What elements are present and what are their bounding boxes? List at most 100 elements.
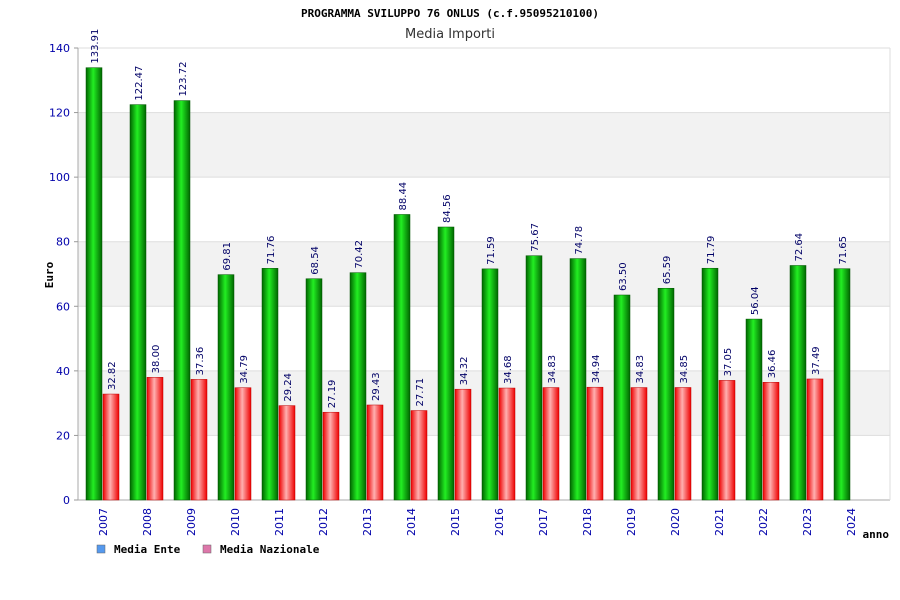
data-label: 63.50 <box>618 262 629 291</box>
data-label: 27.71 <box>415 378 426 407</box>
chart-subtitle: Media Importi <box>405 27 495 42</box>
bar-media-nazionale <box>718 380 736 501</box>
x-tick-label: 2018 <box>581 508 594 536</box>
y-axis-ticks: 0 20 40 60 80 100 120 140 <box>49 42 78 507</box>
data-label: 72.64 <box>794 233 805 262</box>
data-label: 71.76 <box>266 236 277 265</box>
bar-media-ente <box>305 278 323 501</box>
data-label: 71.59 <box>486 236 497 265</box>
data-label: 34.94 <box>591 355 602 384</box>
x-tick-label: 2021 <box>713 508 726 536</box>
data-label: 34.83 <box>635 355 646 384</box>
y-tick-label: 100 <box>49 171 70 184</box>
legend-swatch <box>96 544 106 554</box>
legend: Media Ente Media Nazionale <box>96 543 320 556</box>
bars <box>85 67 851 501</box>
data-label: 69.81 <box>222 242 233 271</box>
y-tick-label: 20 <box>56 429 70 442</box>
bar-media-nazionale <box>366 404 384 501</box>
data-label: 34.85 <box>679 355 690 384</box>
bar-media-nazionale <box>102 393 120 501</box>
bar-media-nazionale <box>630 387 648 501</box>
data-labels: 133.91 32.82 122.47 38.00 123.72 37.36 69.81 34… <box>90 29 849 409</box>
y-tick-label: 40 <box>56 365 70 378</box>
data-label: 32.82 <box>107 361 118 390</box>
y-tick-label: 140 <box>49 42 70 55</box>
data-label: 123.72 <box>178 62 189 97</box>
data-label: 74.78 <box>574 226 585 255</box>
chart-title: PROGRAMMA SVILUPPO 76 ONLUS (c.f.9509521… <box>301 7 599 20</box>
data-label: 34.79 <box>239 355 250 384</box>
x-tick-label: 2008 <box>141 508 154 536</box>
x-tick-label: 2010 <box>229 508 242 536</box>
data-label: 29.43 <box>371 372 382 401</box>
bar-media-nazionale <box>322 411 340 501</box>
y-tick-label: 120 <box>49 107 70 120</box>
bar-media-nazionale <box>410 410 428 501</box>
bar-media-ente <box>173 100 191 501</box>
data-label: 70.42 <box>354 240 365 269</box>
data-label: 71.65 <box>838 236 849 265</box>
legend-swatch <box>202 544 212 554</box>
bar-media-ente <box>129 104 147 501</box>
x-tick-label: 2017 <box>537 508 550 536</box>
x-tick-label: 2016 <box>493 508 506 536</box>
x-tick-label: 2014 <box>405 508 418 536</box>
data-label: 37.36 <box>195 347 206 376</box>
bar-media-ente <box>393 214 411 501</box>
y-tick-label: 60 <box>56 300 70 313</box>
bar-media-nazionale <box>586 386 604 501</box>
bar-media-nazionale <box>234 387 252 501</box>
bar-media-nazionale <box>674 387 692 501</box>
data-label: 68.54 <box>310 246 321 275</box>
y-axis-label: Euro <box>43 261 56 288</box>
bar-media-ente <box>437 226 455 501</box>
bar-media-nazionale <box>454 388 472 501</box>
legend-label: Media Ente <box>114 543 181 556</box>
x-tick-label: 2012 <box>317 508 330 536</box>
data-label: 133.91 <box>90 29 101 64</box>
data-label: 56.04 <box>750 286 761 315</box>
data-label: 36.46 <box>767 350 778 379</box>
x-tick-label: 2020 <box>669 508 682 536</box>
bar-media-nazionale <box>498 387 516 501</box>
data-label: 75.67 <box>530 223 541 252</box>
x-tick-label: 2023 <box>801 508 814 536</box>
bar-media-ente <box>217 274 235 501</box>
bar-media-nazionale <box>542 387 560 501</box>
bar-media-ente <box>85 67 103 501</box>
bar-media-ente <box>349 272 367 501</box>
bar-media-ente <box>657 287 675 501</box>
data-label: 34.83 <box>547 355 558 384</box>
x-tick-label: 2022 <box>757 508 770 536</box>
bar-media-nazionale <box>190 379 208 501</box>
x-tick-label: 2009 <box>185 508 198 536</box>
bar-media-ente <box>833 268 851 501</box>
bar-media-nazionale <box>762 382 780 501</box>
bar-media-ente <box>569 258 587 501</box>
data-label: 27.19 <box>327 380 338 409</box>
background-band <box>78 112 890 178</box>
bar-media-ente <box>745 318 763 501</box>
bar-media-nazionale <box>278 405 296 501</box>
data-label: 88.44 <box>398 182 409 211</box>
bar-media-ente <box>789 265 807 501</box>
bar-media-ente <box>261 268 279 501</box>
y-tick-label: 0 <box>63 494 70 507</box>
x-tick-label: 2019 <box>625 508 638 536</box>
bar-media-ente <box>525 255 543 501</box>
x-tick-label: 2011 <box>273 508 286 536</box>
y-tick-label: 80 <box>56 236 70 249</box>
bar-media-ente <box>613 294 631 501</box>
x-tick-label: 2013 <box>361 508 374 536</box>
data-label: 34.68 <box>503 355 514 384</box>
bar-media-ente <box>481 268 499 501</box>
data-label: 71.79 <box>706 236 717 265</box>
data-label: 37.05 <box>723 348 734 377</box>
legend-label: Media Nazionale <box>220 543 320 556</box>
bar-media-ente <box>701 267 719 501</box>
x-axis-label: anno <box>863 528 890 541</box>
data-label: 37.49 <box>811 346 822 375</box>
x-axis-ticks: 2007 2008 2009 2010 2011 2012 2013 2014 2015 2016… <box>97 508 858 536</box>
